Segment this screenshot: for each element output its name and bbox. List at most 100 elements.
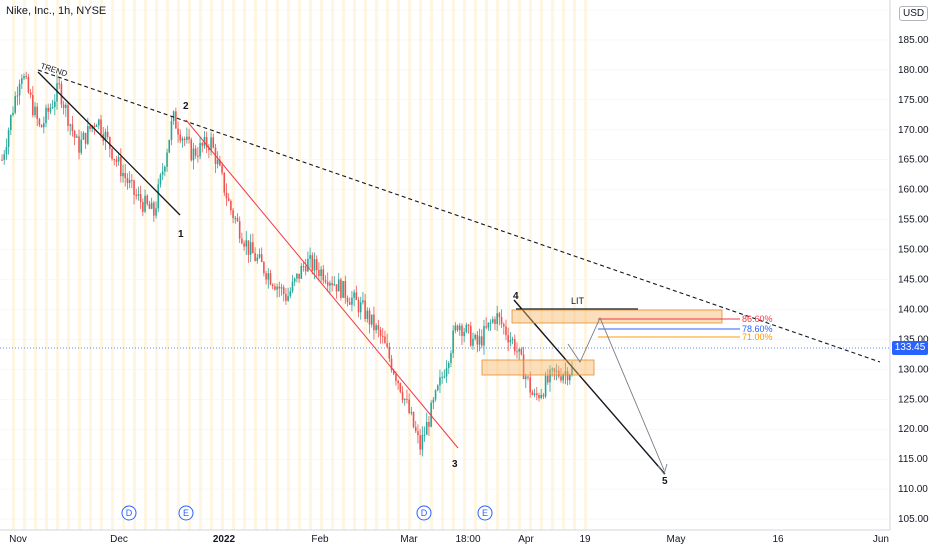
candle-body [76,136,78,138]
wave-label-4: 4 [513,291,519,302]
session-band [342,0,345,530]
candle-body [331,282,333,286]
earnings-badge-2[interactable]: E [477,505,493,521]
candle-body [177,128,179,135]
candle-body [458,325,461,331]
candle-body [399,383,402,392]
candle-body [161,171,164,175]
candle-body [469,325,472,346]
candle-body [221,165,223,173]
time-tick-label: 19 [579,534,591,545]
candle-body [95,125,98,128]
candle-body [562,374,564,381]
time-axis[interactable]: Nov Dec 2022 Feb Mar 18:00 Apr 19 May 16 Jun [9,534,889,545]
candle-body [315,259,318,270]
candle-body [219,160,221,166]
candle-body [342,281,344,298]
candle-body [113,158,116,160]
session-band [507,0,510,530]
candle-body [516,351,518,353]
candle-body [25,76,28,78]
candle-body [225,192,228,199]
price-tick-label: 180.00 [898,65,929,76]
candle-body [271,284,274,287]
price-tick-label: 125.00 [898,394,929,405]
candle-body [16,95,19,97]
candle-body [104,131,107,141]
currency-button[interactable]: USD [899,6,929,21]
candle-body [412,412,415,428]
candle-body [120,156,122,177]
session-band [331,0,334,530]
candle-body [82,132,85,140]
candle-body [190,139,193,161]
candle-body [522,354,525,380]
candle-body [201,143,204,146]
candle-body [122,173,124,177]
session-band [518,0,521,530]
fib-71-label: 71.00% [742,332,773,342]
price-tick-label: 155.00 [898,215,929,226]
candle-body [80,139,83,153]
session-band [386,0,389,530]
candle-body [320,269,322,276]
candle-body [236,217,239,222]
candle-body [553,368,556,372]
session-band [529,0,532,530]
candle-body [282,287,285,294]
candle-body [78,136,80,153]
candle-body [388,346,391,359]
price-tick-label: 175.00 [898,95,929,106]
candle-body [93,125,96,128]
candle-body [456,325,459,331]
candle-body [417,431,419,436]
candle-body [366,310,369,320]
session-band [133,0,136,530]
session-band [430,0,433,530]
session-band [111,0,114,530]
candle-body [474,335,476,339]
time-tick-label: Feb [311,534,329,545]
candle-body [276,286,278,290]
candle-body [164,166,166,172]
price-axis[interactable]: 105.00 110.00 115.00 120.00 125.00 130.00 135.… [898,35,929,525]
earnings-badge-1[interactable]: E [178,505,194,521]
candle-body [69,124,72,126]
candle-body [84,132,87,144]
candle-body [98,119,100,126]
trend-line [37,69,881,363]
candle-body [216,160,219,165]
candle-body [298,273,300,279]
candle-body [549,369,551,383]
candle-body [194,148,197,156]
candle-body [7,130,10,147]
candle-body [21,78,23,84]
candle-body [384,336,386,344]
session-band [221,0,224,530]
candle-body [494,319,496,324]
candle-body [150,202,153,209]
candle-body [351,297,353,305]
dividend-badge-2[interactable]: D [416,505,432,521]
earnings-badge-2-label: E [482,508,488,518]
candle-body [406,398,408,400]
candle-body [529,377,531,393]
candle-body [142,202,144,212]
candle-body [555,370,558,372]
candle-body [210,137,212,151]
candle-body [414,427,417,432]
session-band [375,0,378,530]
candle-body [564,371,567,375]
candle-body [313,259,316,271]
time-tick-label: 18:00 [455,534,480,545]
dividend-badge-1[interactable]: D [121,505,137,521]
candle-body [146,195,149,204]
candle-body [172,111,175,121]
candle-body [47,107,50,112]
candle-body [5,146,8,155]
candle-body [483,326,485,346]
session-band [397,0,400,530]
session-band [78,0,81,530]
candle-body [368,310,371,325]
